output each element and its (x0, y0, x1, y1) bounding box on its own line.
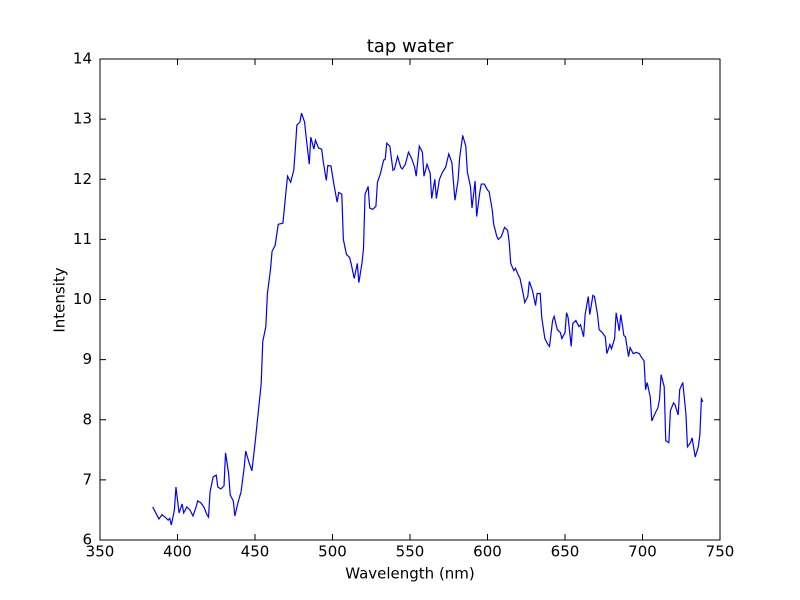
y-tick-label: 11 (73, 230, 92, 248)
x-tick-label: 450 (241, 543, 270, 561)
x-tick-label: 700 (628, 543, 657, 561)
x-tick-label: 350 (86, 543, 115, 561)
x-tick-label: 750 (706, 543, 735, 561)
data-line (152, 112, 704, 526)
y-tick-label: 14 (73, 50, 92, 68)
y-tick-label: 13 (73, 110, 92, 128)
x-axis-label: Wavelength (nm) (345, 565, 475, 583)
x-tick-label: 600 (473, 543, 502, 561)
y-tick-label: 10 (73, 290, 92, 308)
x-tick-label: 400 (163, 543, 192, 561)
y-tick-label: 9 (82, 350, 92, 368)
y-tick-label: 8 (82, 410, 92, 428)
chart-title: tap water (367, 36, 454, 57)
y-tick-label: 6 (82, 531, 92, 549)
x-tick-label: 500 (318, 543, 347, 561)
x-tick-label: 650 (551, 543, 580, 561)
y-axis-label: Intensity (51, 267, 69, 332)
y-tick-label: 7 (82, 470, 92, 488)
plot-frame (99, 58, 721, 541)
x-tick-label: 550 (396, 543, 425, 561)
y-tick-label: 12 (73, 170, 92, 188)
